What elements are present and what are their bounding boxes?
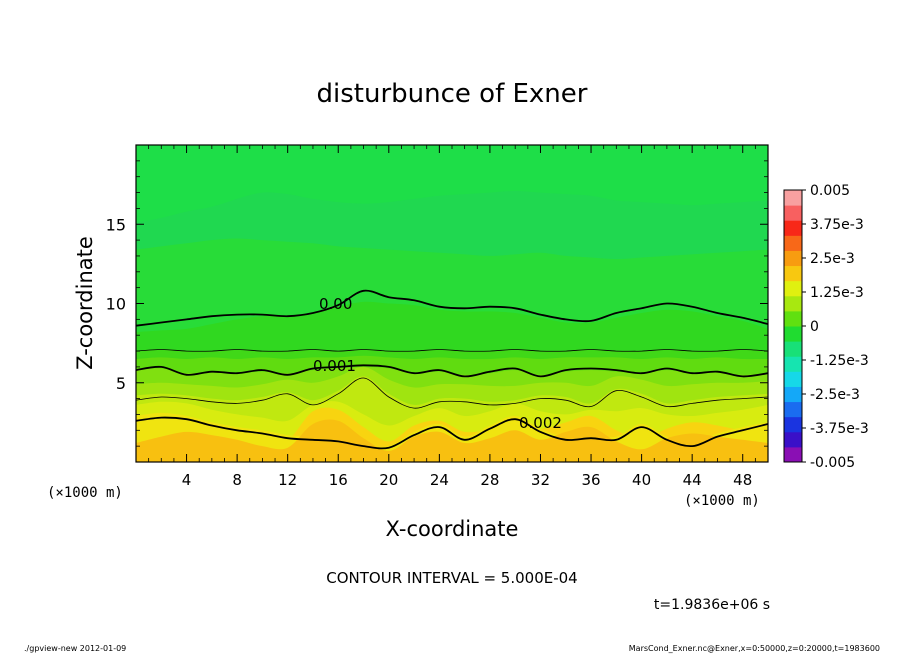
- colorbar-label-6: -2.5e-3: [810, 387, 860, 403]
- x-tick-label-5: 24: [430, 471, 449, 489]
- contour-label-4: 0.00: [319, 295, 352, 313]
- colorbar-label-0: 0.005: [810, 183, 850, 199]
- colorbar-swatch-14: [784, 235, 802, 251]
- colorbar-swatch-17: [784, 190, 802, 206]
- x-axis-label: X-coordinate: [386, 517, 519, 541]
- x-unit-label-right: (×1000 m): [684, 493, 760, 509]
- contour-label-0: 0.002: [519, 414, 562, 432]
- colorbar-swatch-13: [784, 250, 802, 267]
- colorbar-swatch-11: [784, 280, 802, 297]
- colorbar-label-8: -0.005: [810, 455, 855, 471]
- footer-left-text: ./gpview-new 2012-01-09: [24, 644, 126, 653]
- x-tick-label-6: 28: [480, 471, 499, 489]
- x-tick-label-1: 8: [232, 471, 242, 489]
- x-tick-label-3: 16: [329, 471, 348, 489]
- colorbar-label-3: 1.25e-3: [810, 285, 864, 301]
- colorbar-label-5: -1.25e-3: [810, 353, 869, 369]
- x-tick-label-2: 12: [278, 471, 297, 489]
- contour-line-4: [136, 289, 768, 327]
- x-tick-label-9: 40: [632, 471, 651, 489]
- contour-line-3: [136, 349, 768, 352]
- colorbar-swatch-1: [784, 431, 802, 448]
- contour-interval-text: CONTOUR INTERVAL = 5.000E-04: [326, 569, 577, 587]
- colorbar-swatch-0: [784, 446, 802, 463]
- x-tick-label-10: 44: [683, 471, 702, 489]
- contour-lines: 0.002 0.001 0.00: [136, 289, 768, 450]
- colorbar-swatch-9: [784, 310, 802, 327]
- contour-line-2: [136, 364, 768, 378]
- colorbar-swatch-3: [784, 401, 802, 418]
- colorbar-swatch-5: [784, 371, 802, 387]
- colorbar-swatch-12: [784, 265, 802, 282]
- time-stamp-text: t=1.9836e+06 s: [654, 597, 770, 613]
- colorbar-swatch-15: [784, 220, 802, 236]
- x-tick-label-7: 32: [531, 471, 550, 489]
- y-axis-label: Z-coordinate: [73, 236, 97, 370]
- colorbar-label-2: 2.5e-3: [810, 251, 855, 267]
- chart-title: disturbunce of Exner: [317, 79, 588, 109]
- contour-label-2: 0.001: [313, 357, 356, 375]
- colorbar-swatch-16: [784, 205, 802, 221]
- colorbar: 0.005 3.75e-3 2.5e-3 1.25e-3 0 -1.25e-3 -2.5e-…: [783, 183, 869, 471]
- contour-band-11: [136, 419, 768, 462]
- colorbar-swatch-2: [784, 416, 802, 433]
- footer-right-text: MarsCond_Exner.nc@Exner,x=0:50000,z=0:20…: [629, 644, 880, 653]
- x-tick-label-0: 4: [182, 471, 192, 489]
- colorbar-swatch-8: [784, 326, 802, 342]
- contour-line-1: [136, 377, 768, 409]
- colorbar-swatch-4: [784, 386, 802, 403]
- contour-line-0: [136, 416, 768, 450]
- colorbar-swatch-7: [784, 341, 802, 357]
- filled-contour-bands: [136, 191, 768, 462]
- plot-area: 0.002 0.001 0.00: [136, 145, 768, 462]
- x-tick-label-11: 48: [733, 471, 752, 489]
- y-tick-label-2: 15: [106, 215, 126, 234]
- colorbar-swatch-6: [784, 356, 802, 372]
- x-tick-label-8: 36: [581, 471, 600, 489]
- y-tick-label-1: 10: [106, 295, 126, 314]
- colorbar-swatch-10: [784, 295, 802, 312]
- y-tick-label-0: 5: [116, 374, 126, 393]
- x-unit-label-left: (×1000 m): [47, 485, 123, 501]
- y-axis: 5 10 15: [106, 160, 768, 447]
- colorbar-label-7: -3.75e-3: [810, 421, 869, 437]
- colorbar-label-4: 0: [810, 319, 819, 335]
- x-axis: 4 8 12 16 20 24 28 32 36 40 44 48: [148, 145, 756, 489]
- x-tick-label-4: 20: [379, 471, 398, 489]
- colorbar-label-1: 3.75e-3: [810, 217, 864, 233]
